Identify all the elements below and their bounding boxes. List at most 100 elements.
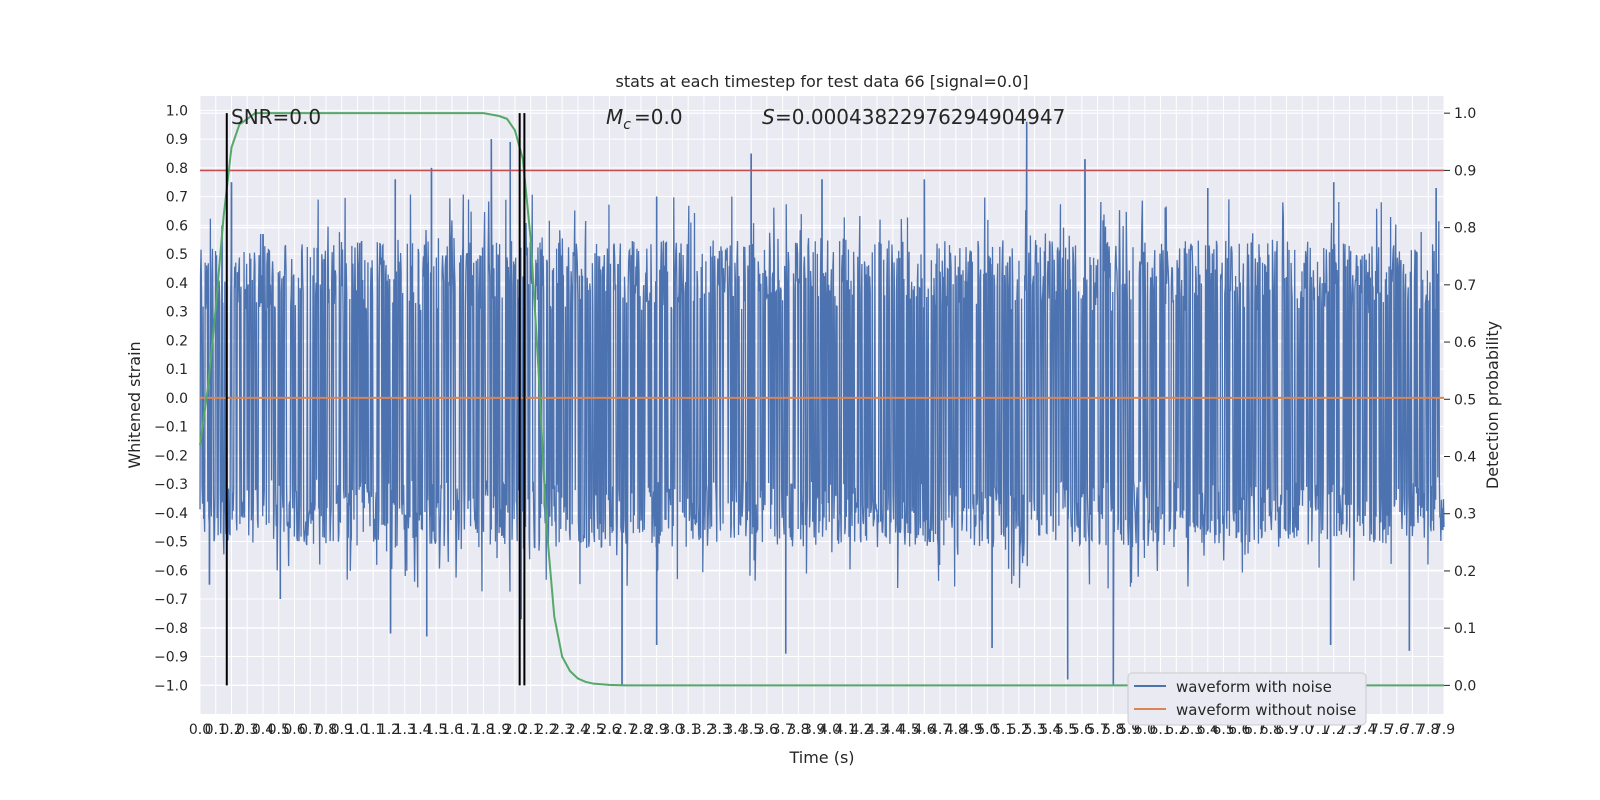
x-tick-label: 0.7 xyxy=(299,722,321,738)
x-tick-label: 7.7 xyxy=(1401,722,1423,738)
y-tick-label: −0.5 xyxy=(154,535,188,551)
x-tick-label: 2.6 xyxy=(598,722,620,738)
mc-annotation-symbol: Mc xyxy=(606,105,631,133)
x-tick-label: 5.7 xyxy=(1086,722,1108,738)
y2-tick-label: 0.5 xyxy=(1454,392,1476,408)
x-tick-label: 5.9 xyxy=(1118,722,1140,738)
x-tick-label: 5.6 xyxy=(1071,722,1093,738)
legend: waveform with noise waveform without noi… xyxy=(1127,672,1367,726)
x-tick-label: 4.0 xyxy=(819,722,841,738)
x-tick-label: 1.4 xyxy=(409,722,431,738)
x-tick-label: 4.7 xyxy=(929,722,951,738)
x-tick-label: 2.4 xyxy=(567,722,589,738)
y2-tick-label: 0.8 xyxy=(1454,221,1476,237)
legend-label-clean: waveform without noise xyxy=(1176,701,1356,719)
y-tick-label: −0.4 xyxy=(154,506,188,522)
y-tick-label: 0.1 xyxy=(166,362,188,378)
x-tick-label: 5.2 xyxy=(1008,722,1030,738)
y2-tick-label: 0.7 xyxy=(1454,278,1476,294)
x-tick-label: 3.8 xyxy=(787,722,809,738)
x-tick-label: 5.0 xyxy=(976,722,998,738)
x-tick-label: 3.0 xyxy=(661,722,683,738)
x-tick-label: 2.5 xyxy=(583,722,605,738)
y2-axis-label: Detection probability xyxy=(1483,321,1502,489)
y-tick-label: −1.0 xyxy=(154,678,188,694)
y-tick-label: −0.2 xyxy=(154,448,188,464)
y-tick-label: 0.9 xyxy=(166,132,188,148)
x-tick-label: 7.4 xyxy=(1354,722,1376,738)
y-tick-label: 0.4 xyxy=(166,276,188,292)
x-tick-label: 4.5 xyxy=(897,722,919,738)
x-tick-label: 6.4 xyxy=(1197,722,1219,738)
y-tick-label: 0.7 xyxy=(166,190,188,206)
x-tick-label: 6.9 xyxy=(1275,722,1297,738)
x-tick-label: 5.8 xyxy=(1102,722,1124,738)
x-tick-label: 0.0 xyxy=(189,722,211,738)
chart-title: stats at each timestep for test data 66 … xyxy=(616,72,1029,91)
y-tick-label: 0.3 xyxy=(166,305,188,321)
y2-tick-label: 0.0 xyxy=(1454,678,1476,694)
x-tick-label: 1.7 xyxy=(457,722,479,738)
y-axis-label: Whitened strain xyxy=(125,341,144,468)
y2-tick-label: 0.4 xyxy=(1454,450,1476,466)
x-tick-label: 0.8 xyxy=(315,722,337,738)
y-tick-label: −0.7 xyxy=(154,592,188,608)
x-tick-label: 6.6 xyxy=(1228,722,1250,738)
s-annotation-symbol: S xyxy=(762,105,775,129)
x-tick-label: 6.1 xyxy=(1149,722,1171,738)
x-tick-label: 6.8 xyxy=(1260,722,1282,738)
x-tick-label: 1.5 xyxy=(425,722,447,738)
x-tick-label: 0.5 xyxy=(268,722,290,738)
x-tick-label: 3.9 xyxy=(803,722,825,738)
y-tick-label: −0.3 xyxy=(154,477,188,493)
y-tick-label: −0.8 xyxy=(154,621,188,637)
x-tick-label: 2.3 xyxy=(551,722,573,738)
y2-tick-label: 0.3 xyxy=(1454,507,1476,523)
x-tick-label: 0.2 xyxy=(220,722,242,738)
x-tick-label: 4.8 xyxy=(945,722,967,738)
x-tick-label: 0.1 xyxy=(205,722,227,738)
x-tick-label: 7.3 xyxy=(1338,722,1360,738)
y2-tick-label: 0.6 xyxy=(1454,335,1476,351)
x-tick-label: 5.3 xyxy=(1023,722,1045,738)
x-ticks: 0.00.10.20.30.40.50.60.70.80.91.01.11.21… xyxy=(189,722,1455,738)
y2-tick-label: 0.2 xyxy=(1454,564,1476,580)
x-tick-label: 4.9 xyxy=(960,722,982,738)
x-tick-label: 7.6 xyxy=(1386,722,1408,738)
y2-tick-label: 1.0 xyxy=(1454,106,1476,122)
series-detection-probability xyxy=(199,112,1444,687)
x-tick-label: 3.5 xyxy=(740,722,762,738)
x-axis-label: Time (s) xyxy=(788,748,854,767)
y-tick-label: 0.5 xyxy=(166,247,188,263)
x-tick-label: 4.6 xyxy=(913,722,935,738)
x-tick-label: 2.1 xyxy=(520,722,542,738)
y-tick-label: −0.9 xyxy=(154,650,188,666)
y-tick-label: 0.8 xyxy=(166,161,188,177)
x-tick-label: 1.2 xyxy=(378,722,400,738)
x-tick-label: 3.3 xyxy=(709,722,731,738)
x-tick-label: 4.4 xyxy=(882,722,904,738)
x-tick-label: 1.8 xyxy=(472,722,494,738)
x-tick-label: 7.8 xyxy=(1417,722,1439,738)
x-tick-label: 1.1 xyxy=(362,722,384,738)
x-tick-label: 5.4 xyxy=(1039,722,1061,738)
mc-annotation: =0.0 xyxy=(634,105,683,129)
x-tick-label: 0.9 xyxy=(331,722,353,738)
y-tick-label: 1.0 xyxy=(166,103,188,119)
x-tick-label: 5.5 xyxy=(1055,722,1077,738)
series-waveform-with-noise xyxy=(199,121,1445,686)
x-tick-label: 0.4 xyxy=(252,722,274,738)
x-tick-label: 1.3 xyxy=(394,722,416,738)
x-tick-label: 6.0 xyxy=(1134,722,1156,738)
y2-tick-label: 0.9 xyxy=(1454,163,1476,179)
x-tick-label: 1.6 xyxy=(441,722,463,738)
legend-box xyxy=(1127,672,1367,726)
x-tick-label: 5.1 xyxy=(992,722,1014,738)
x-tick-label: 1.9 xyxy=(488,722,510,738)
x-tick-label: 7.1 xyxy=(1307,722,1329,738)
x-tick-label: 3.6 xyxy=(756,722,778,738)
legend-label-noise: waveform with noise xyxy=(1176,678,1332,696)
x-tick-label: 4.1 xyxy=(834,722,856,738)
y-tick-label: 0.2 xyxy=(166,333,188,349)
